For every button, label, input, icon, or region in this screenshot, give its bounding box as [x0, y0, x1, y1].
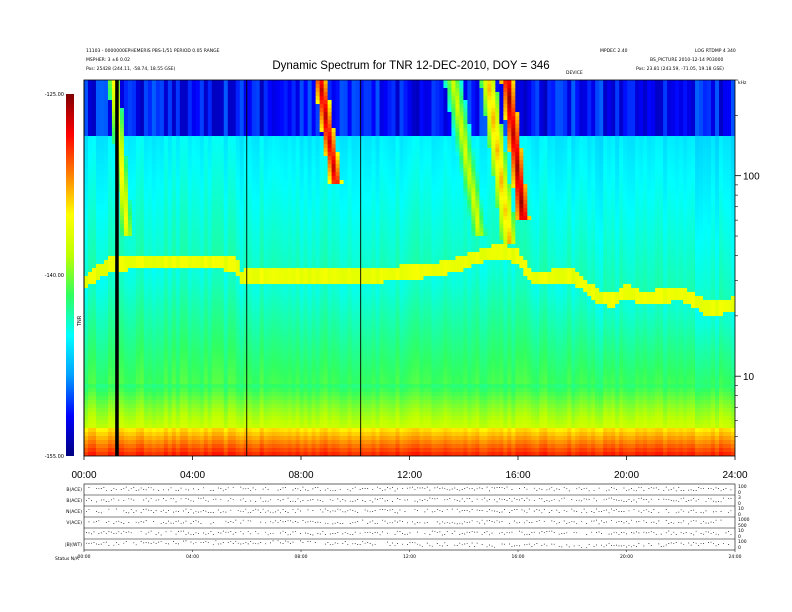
lower-panel-right-tick: 0	[738, 512, 741, 518]
lower-panel-trace	[88, 486, 732, 492]
header-right-line-1: MPDEC 2.40	[600, 48, 628, 54]
header-right-line-3: Pos: 23.81 (243.59, -71.05, 19.18 GSE)	[636, 66, 724, 72]
y-tick-label: 10	[743, 372, 755, 383]
lower-x-tick-label: 00:00	[78, 554, 91, 560]
lower-x-tick-label: 20:00	[620, 554, 633, 560]
colorbar	[66, 94, 74, 456]
lower-panels: B(ACE)1000B(ACE)30N(ACE)100V(ACE)1000500…	[65, 483, 750, 560]
header-far-right: LOG RTDMP 4 340	[695, 48, 736, 54]
lower-panel-right-tick: 1000	[738, 517, 750, 523]
spectrogram	[84, 80, 735, 456]
x-tick-label: 04:00	[180, 470, 205, 481]
x-tick-label: 20:00	[614, 470, 639, 481]
lower-panel-label: V(ACE)	[66, 520, 82, 526]
lower-panel-label: B(ACE)	[66, 487, 82, 493]
x-tick-label: 24:00	[722, 470, 747, 481]
colorbar-tick-label: -155.00	[45, 454, 64, 460]
lower-panel-right-tick: 100	[738, 484, 747, 490]
y-tick-label: 100	[743, 172, 760, 183]
lower-panel-right-tick: 0	[738, 534, 741, 540]
lower-panel-label: B(ACE)	[66, 498, 82, 504]
lower-x-tick-label: 12:00	[403, 554, 416, 560]
lower-panel-right-tick: 0	[738, 501, 741, 507]
lower-x-tick-label: 16:00	[512, 554, 525, 560]
lower-panel-right-tick: 10	[738, 506, 744, 512]
header-left-line-2: MSPHER: 3 ±6 0.02	[86, 57, 130, 63]
x-tick-label: 00:00	[71, 470, 96, 481]
lower-panel-right-tick: 10	[738, 528, 744, 534]
colorbar-ticks: -125.00 -140.00 -155.00	[45, 92, 64, 460]
x-axis: 00:00 04:00 08:00 12:00 16:00 20:00 24:00	[71, 456, 748, 481]
header-mid-note: DEVICE	[566, 70, 583, 76]
lower-panel-trace	[86, 497, 732, 503]
lower-panel-trace	[86, 530, 732, 536]
header-right-line-2: BS_PICTURE 2010-12-14 P03000	[650, 57, 723, 63]
lower-panel-right-tick: 3	[738, 495, 741, 501]
lower-panel-label: N(ACE)	[66, 509, 82, 515]
lower-panel-right-tick: 0	[738, 490, 741, 496]
header-left-line-1: 11103 - 0000000EPHEMERIS PBS-1/51 PERIOD…	[86, 48, 220, 54]
x-tick-label: 16:00	[505, 470, 530, 481]
x-tick-label: 08:00	[288, 470, 313, 481]
lower-panel-right-tick: 100	[738, 539, 747, 545]
x-tick-label: 12:00	[397, 470, 422, 481]
chart-title: Dynamic Spectrum for TNR 12-DEC-2010, DO…	[272, 60, 549, 72]
lower-x-tick-label: 08:00	[295, 554, 308, 560]
lower-panel-trace	[86, 508, 732, 514]
footer-status: Status N/A	[55, 556, 80, 562]
lower-panel-right-tick: 0	[738, 545, 741, 551]
colorbar-tick-label: -140.00	[45, 273, 64, 279]
lower-panel-right-tick: 500	[738, 523, 747, 529]
lower-panel-trace	[88, 519, 722, 525]
lower-panel-label: |B|(WT)	[65, 542, 82, 548]
colorbar-label: TNR	[77, 315, 83, 327]
khz-label: kHz	[738, 80, 747, 86]
y-axis-right: 10 100	[735, 79, 760, 437]
lower-x-tick-label: 04:00	[186, 554, 199, 560]
colorbar-tick-label: -125.00	[45, 92, 64, 98]
lower-x-tick-label: 24:00	[729, 554, 742, 560]
header-left-line-3: Pos: 25428 (244.11, -58.74, 18.55 GSE)	[86, 66, 176, 72]
data-gap-marker	[115, 80, 119, 456]
lower-panel-trace	[86, 540, 729, 548]
